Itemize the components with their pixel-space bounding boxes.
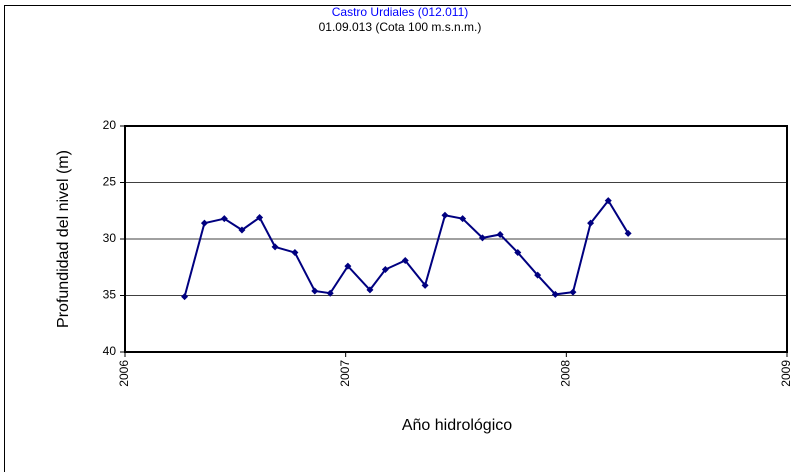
data-point (366, 286, 374, 294)
data-point (291, 249, 299, 257)
data-point (569, 288, 577, 296)
data-point (200, 219, 208, 227)
x-tick-label: 2006 (117, 360, 131, 387)
data-point (624, 229, 632, 237)
plot-area (124, 125, 788, 353)
data-point (551, 290, 559, 298)
data-point (459, 215, 467, 223)
data-point (478, 234, 486, 242)
data-point (401, 256, 409, 264)
y-axis-label: Profundidad del nivel (m) (55, 150, 72, 328)
data-point (271, 243, 279, 251)
data-point (344, 262, 352, 270)
data-point (326, 289, 334, 297)
chart-title: Castro Urdiales (012.011) (332, 5, 469, 19)
data-point (496, 230, 504, 238)
data-point (421, 281, 429, 289)
data-point (604, 197, 612, 205)
data-point (587, 219, 595, 227)
y-tick-label: 25 (103, 175, 117, 189)
data-point (381, 266, 389, 274)
chart-subtitle: 01.09.013 (Cota 100 m.s.n.m.) (319, 20, 482, 34)
y-tick-label: 40 (103, 344, 117, 358)
y-tick-label: 20 (103, 118, 117, 132)
x-axis-label: Año hidrológico (402, 417, 512, 434)
y-tick-label: 30 (103, 231, 117, 245)
x-tick-label: 2009 (779, 360, 791, 387)
data-point (311, 287, 319, 295)
x-tick-label: 2007 (338, 360, 352, 387)
x-tick-label: 2008 (559, 360, 573, 387)
data-point (441, 211, 449, 219)
data-point (238, 226, 246, 234)
data-point (534, 271, 542, 279)
data-point (181, 293, 189, 301)
data-point (220, 215, 228, 223)
y-tick-label: 35 (103, 288, 117, 302)
data-point (514, 249, 522, 257)
data-point (256, 214, 264, 222)
